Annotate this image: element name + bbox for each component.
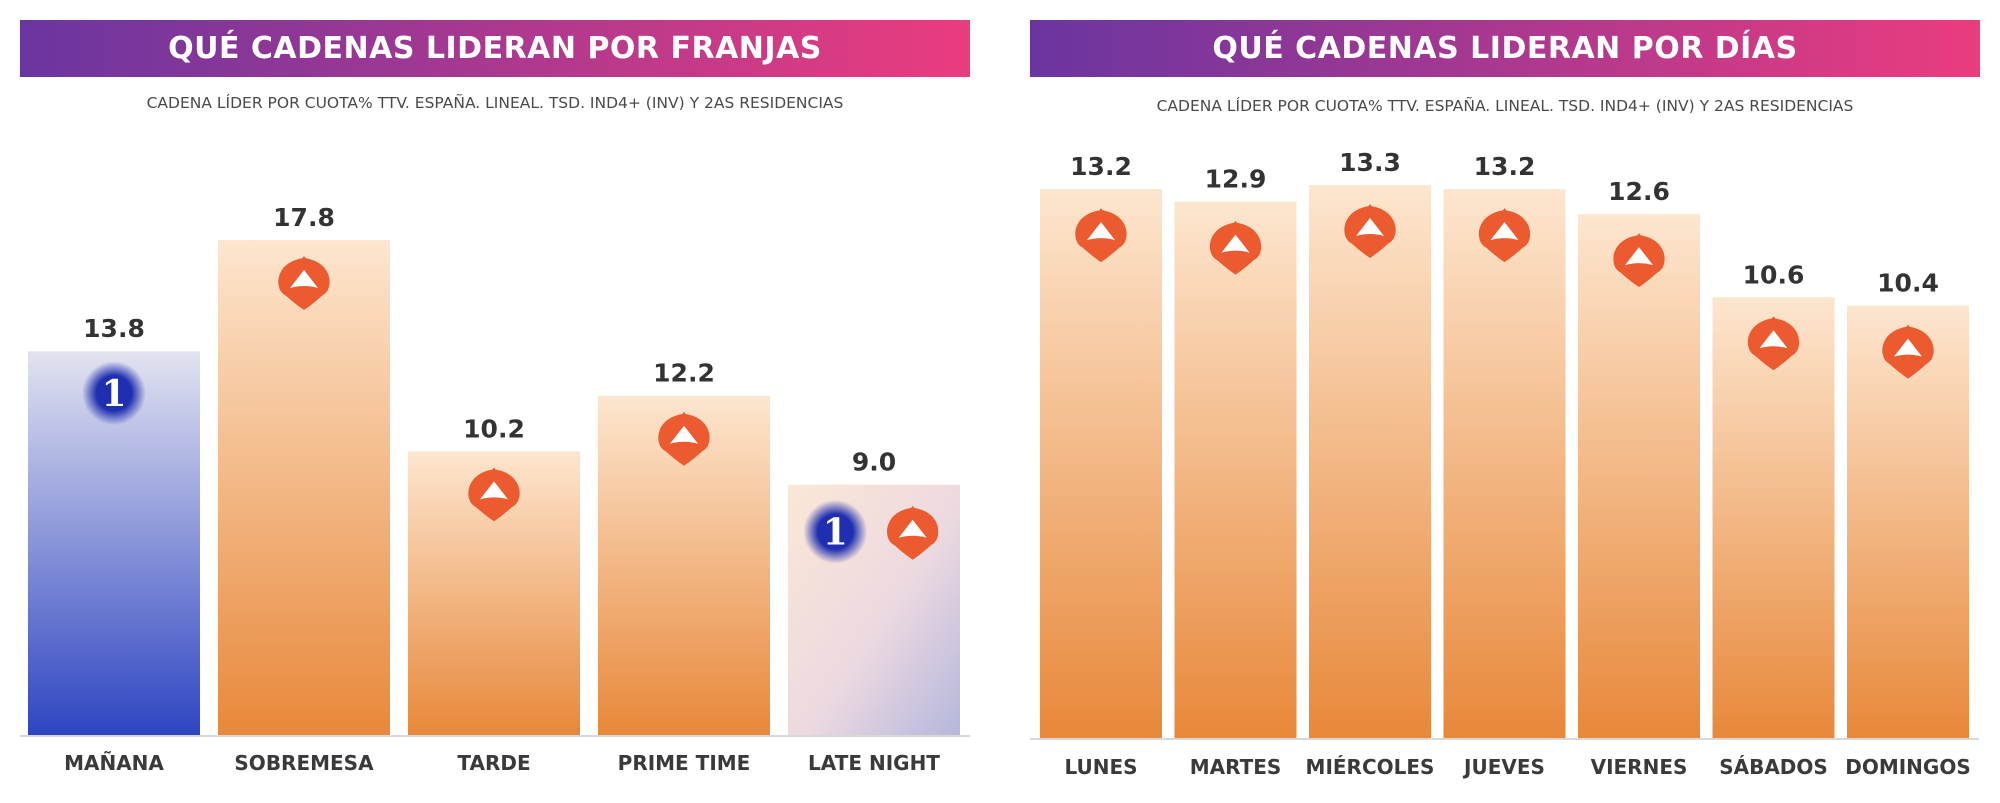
antena3-logo-icon	[1344, 204, 1396, 258]
chart-title: QUÉ CADENAS LIDERAN POR FRANJAS	[20, 20, 970, 77]
data-label: 12.9	[1205, 165, 1267, 194]
category-label: MIÉRCOLES	[1306, 755, 1435, 779]
category-label: LUNES	[1064, 755, 1137, 779]
bar-miércoles	[1309, 185, 1431, 738]
chart-subtitle: CADENA LÍDER POR CUOTA% TTV. ESPAÑA. LIN…	[1156, 97, 1854, 115]
category-label: MARTES	[1190, 755, 1282, 779]
bar-jueves	[1443, 189, 1566, 738]
data-label: 10.4	[1877, 269, 1939, 298]
category-label: VIERNES	[1591, 755, 1688, 779]
data-label: 13.8	[83, 314, 145, 343]
data-label: 17.8	[273, 203, 335, 232]
antena3-logo-icon	[887, 505, 939, 560]
bar-martes	[1174, 201, 1297, 738]
antena3-logo-icon	[1075, 208, 1127, 263]
chart-subtitle: CADENA LÍDER POR CUOTA% TTV. ESPAÑA. LIN…	[146, 94, 844, 112]
data-label: 12.2	[653, 359, 715, 388]
category-label: DOMINGOS	[1845, 755, 1971, 779]
data-label: 13.3	[1339, 148, 1401, 177]
category-label: TARDE	[457, 751, 530, 775]
bar-chart-franjas: 13.8 MAÑANA 1 17.8 SOBREMESA 10.2 TARDE 12.2 PRI…	[20, 203, 970, 775]
category-label: SOBREMESA	[234, 751, 374, 775]
chart-title: QUÉ CADENAS LIDERAN POR DÍAS	[1030, 20, 1980, 77]
data-label: 13.2	[1474, 152, 1536, 181]
antena3-logo-icon	[1747, 316, 1800, 371]
bar-lunes	[1040, 189, 1162, 738]
antena3-logo-icon	[1209, 220, 1262, 275]
category-label: SÁBADOS	[1719, 755, 1828, 779]
category-label: LATE NIGHT	[808, 751, 940, 775]
data-label: 13.2	[1070, 152, 1132, 181]
bar-viernes	[1578, 214, 1700, 738]
antena3-logo-icon	[658, 411, 710, 466]
bar-sábados	[1712, 297, 1835, 738]
data-label: 12.6	[1608, 177, 1670, 206]
category-label: JUEVES	[1462, 755, 1545, 779]
category-label: MAÑANA	[64, 751, 164, 775]
antena3-logo-icon	[468, 467, 520, 522]
chart-dias: QUÉ CADENAS LIDERAN POR DÍAS CADENA LÍDE…	[1030, 0, 1980, 803]
data-label: 10.2	[463, 414, 525, 443]
antena3-logo-icon	[1613, 233, 1665, 288]
data-label: 9.0	[852, 448, 896, 477]
tve1-logo-text: 1	[101, 373, 126, 415]
bar-sobremesa	[218, 240, 390, 735]
bar-chart-dias: 13.2 LUNES 12.9 MARTES 13.3 MIÉRCOLES 13.2 JUEV…	[1030, 148, 1979, 779]
tve1-logo-text: 1	[823, 512, 848, 554]
data-label: 10.6	[1743, 260, 1805, 289]
antena3-logo-icon	[1478, 208, 1531, 263]
chart-franjas: QUÉ CADENAS LIDERAN POR FRANJAS CADENA L…	[20, 0, 970, 803]
tve1-logo-icon: 1	[82, 361, 146, 426]
antena3-logo-icon	[278, 256, 330, 310]
antena3-logo-icon	[1882, 324, 1934, 379]
category-label: PRIME TIME	[618, 751, 751, 775]
tve1-logo-icon: 1	[803, 499, 868, 564]
